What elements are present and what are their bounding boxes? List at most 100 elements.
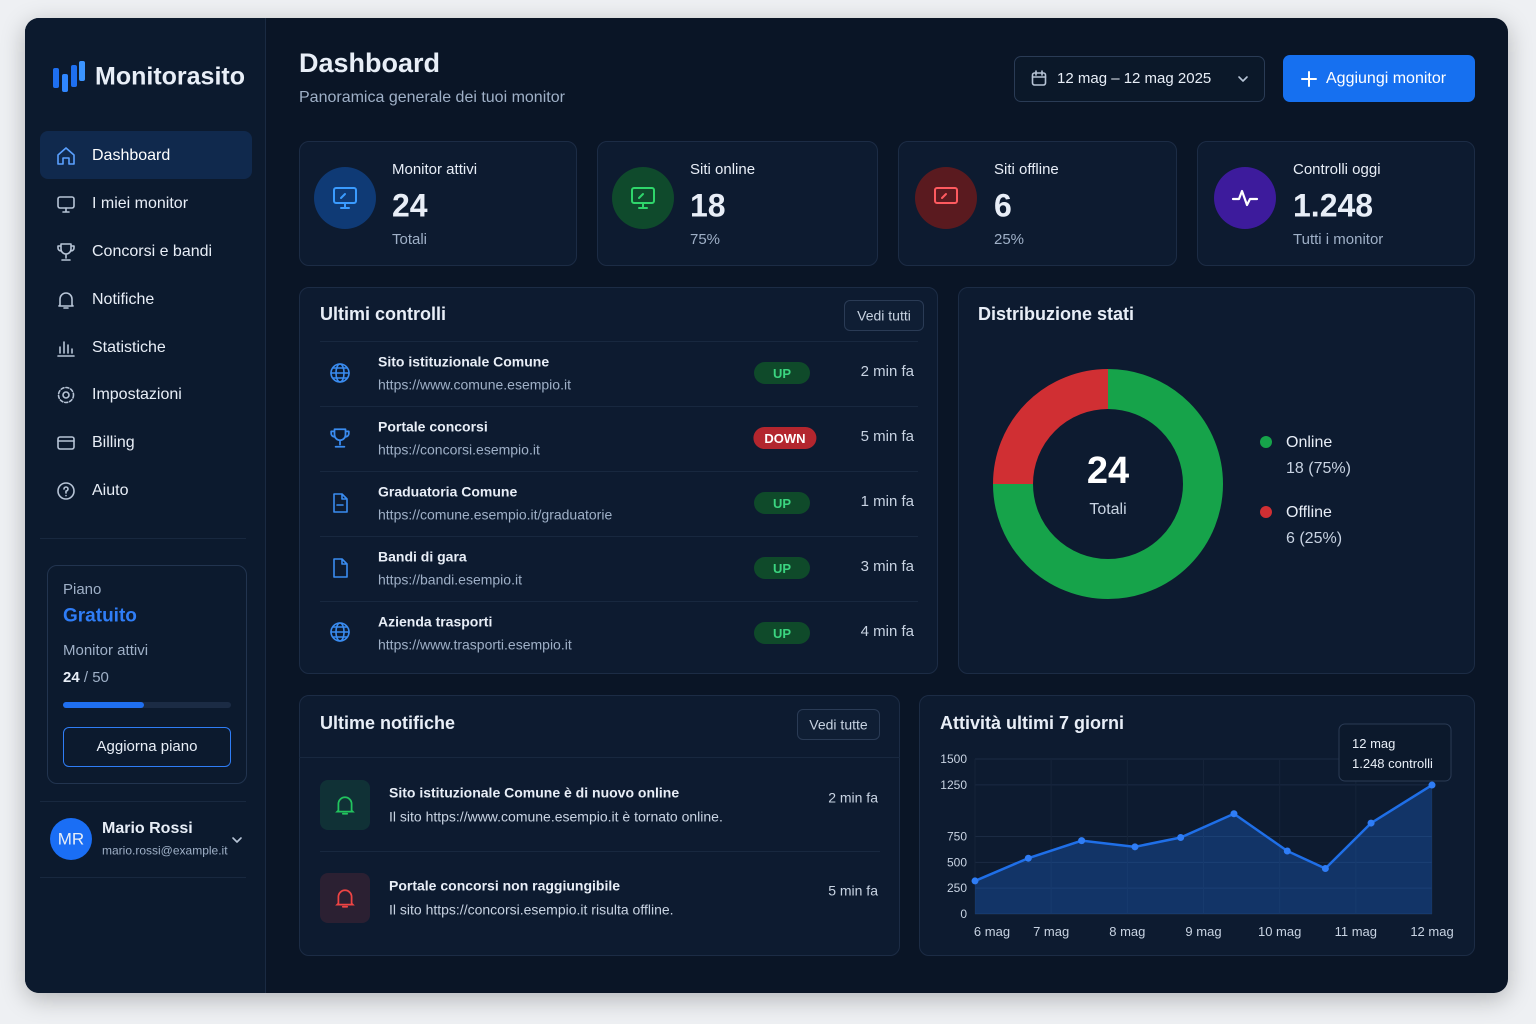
upgrade-button[interactable] (63, 727, 231, 767)
notification-time: 2 min fa (828, 789, 878, 806)
user-menu[interactable] (230, 833, 244, 847)
point (1367, 819, 1375, 827)
nav-item[interactable]: Impostazioni (92, 386, 182, 404)
nav-item[interactable]: Aiuto (92, 482, 129, 500)
point (1131, 843, 1139, 851)
y-tick-label: 500 (947, 855, 967, 869)
check-time: 1 min fa (860, 492, 914, 510)
donut-segment (993, 369, 1109, 485)
stat-icon (314, 167, 376, 229)
x-tick-label: 6 mag (974, 924, 1010, 939)
user-name: Mario Rossi (102, 820, 193, 838)
view-all-button[interactable] (844, 300, 924, 331)
plan-card (47, 565, 247, 784)
check-name: Bandi di gara (378, 548, 467, 565)
nav-icon (57, 196, 75, 213)
stat-label: Siti online (690, 160, 756, 178)
plan-label: Piano (63, 580, 102, 598)
brand-name: Monitorasito (95, 62, 245, 91)
notification-icon (320, 873, 370, 923)
divider (320, 851, 880, 852)
check-url: https://www.trasporti.esempio.it (378, 636, 572, 653)
check-name: Sito istituzionale Comune (378, 353, 550, 370)
status-badge: DOWN (753, 427, 817, 449)
pulse-icon (1231, 189, 1259, 207)
date-picker[interactable] (1014, 56, 1265, 102)
donut-center-value: 24 (1087, 450, 1129, 492)
notification-text: Il sito https://www.comune.esempio.it è … (389, 808, 723, 825)
status-badge: UP (754, 362, 810, 384)
trophy-icon (330, 428, 350, 448)
check-name: Graduatoria Comune (378, 483, 518, 500)
check-time: 2 min fa (860, 362, 914, 380)
nav-icon (57, 386, 75, 404)
divider (320, 536, 918, 537)
nav-item[interactable]: Dashboard (92, 147, 171, 165)
usage: 24 / 50 (63, 668, 109, 687)
point (1428, 781, 1436, 789)
bell-icon (335, 796, 355, 815)
monitor-icon (333, 187, 357, 209)
nav-item[interactable]: I miei monitor (92, 195, 189, 213)
stat-label: Controlli oggi (1293, 160, 1381, 178)
status-badge: UP (754, 492, 810, 514)
stat-icon (915, 167, 977, 229)
plus-icon (1301, 71, 1317, 87)
y-tick-label: 250 (947, 881, 967, 895)
tooltip-text: 1.248 controlli (1352, 756, 1433, 771)
check-time: 4 min fa (860, 622, 914, 640)
card-title: Attività ultimi 7 giorni (940, 713, 1125, 734)
usage-limit: 50 (92, 668, 109, 686)
chevron (1238, 76, 1248, 82)
divider (40, 801, 246, 802)
nav-item[interactable]: Billing (92, 434, 135, 452)
legend-label: Offline (1286, 504, 1332, 521)
usage-track (63, 702, 231, 708)
x-tick-label: 9 mag (1185, 924, 1221, 939)
plan-name: Gratuito (63, 605, 137, 627)
nav-icon (57, 482, 75, 500)
globe-icon (330, 622, 350, 642)
stat-label: Siti offline (994, 160, 1059, 178)
line (974, 783, 1433, 883)
x-tick-label: 8 mag (1109, 924, 1145, 939)
stat-value: 24 (392, 187, 428, 224)
stat-label: Monitor attivi (392, 160, 478, 178)
status-badge: UP (754, 622, 810, 644)
x-tick-label: 11 mag (1335, 924, 1377, 939)
page-subtitle: Panoramica generale dei tuoi monitor (299, 89, 565, 107)
point (1177, 834, 1185, 842)
nav-icon (57, 436, 75, 450)
stat-note: Tutti i monitor (1293, 230, 1384, 248)
usage-separator: / (83, 668, 89, 686)
notification-time: 5 min fa (828, 882, 878, 899)
card-title: Ultime notifiche (320, 713, 456, 734)
y-tick-label: 1500 (940, 752, 967, 766)
view-all-button[interactable] (797, 709, 880, 740)
date-range: 12 mag – 12 mag 2025 (1057, 69, 1212, 87)
area (975, 785, 1432, 914)
nav-icon (57, 147, 75, 165)
point (1078, 837, 1086, 845)
point (1283, 847, 1291, 855)
nav-item[interactable]: Notifiche (92, 291, 155, 309)
donut-center-label: Totali (1089, 501, 1126, 518)
y-tick-label: 750 (947, 830, 967, 844)
stat-icon (612, 167, 674, 229)
divider (320, 471, 918, 472)
check-time: 5 min fa (860, 427, 914, 445)
notification-text: Il sito https://concorsi.esempio.it risu… (389, 901, 674, 918)
nav-item[interactable]: Statistiche (92, 339, 166, 357)
card-title: Distribuzione stati (978, 304, 1135, 325)
notification-icon (320, 780, 370, 830)
divider (320, 406, 918, 407)
notification-title: Sito istituzionale Comune è di nuovo onl… (389, 784, 680, 801)
point (1024, 854, 1032, 862)
nav-item[interactable]: Concorsi e bandi (92, 243, 213, 261)
divider (299, 757, 900, 758)
divider (320, 601, 918, 602)
card-title: Ultimi controlli (320, 304, 446, 325)
